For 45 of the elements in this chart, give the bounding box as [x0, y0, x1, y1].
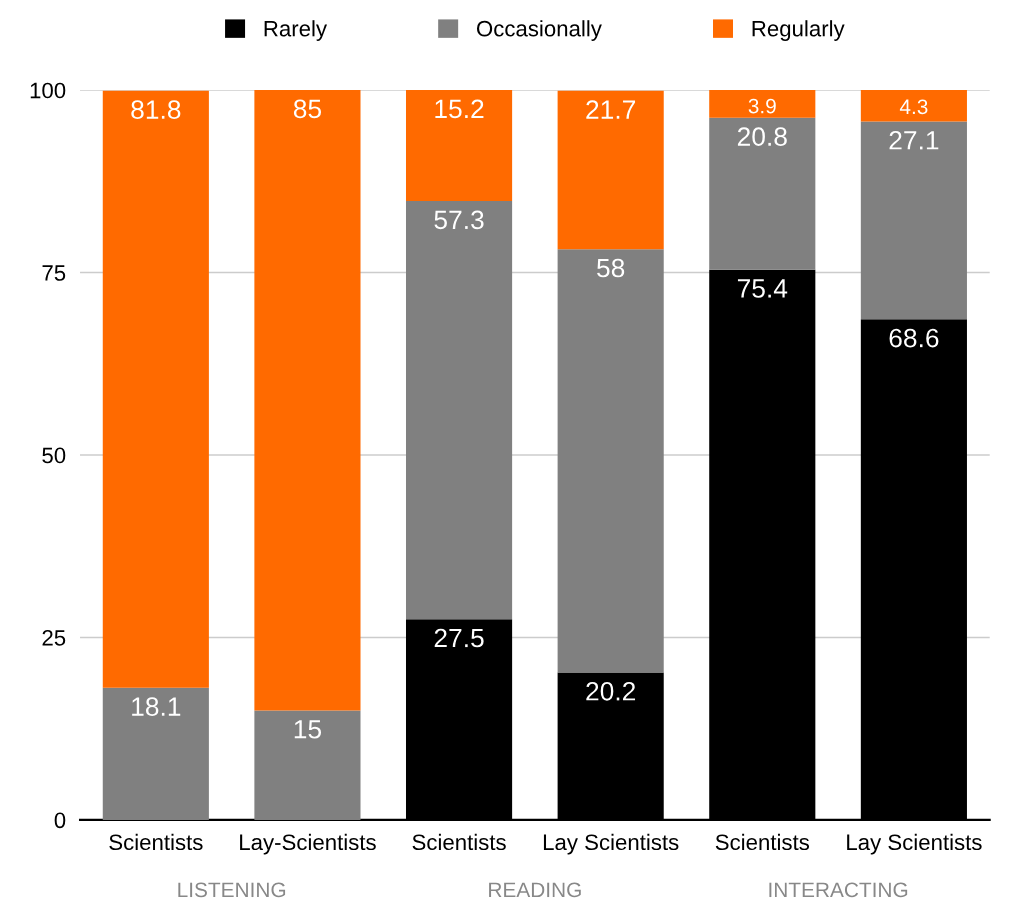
x-tick-label: Lay-Scientists: [240, 833, 376, 855]
y-tick-label: 75: [42, 265, 66, 281]
data-label: 3.9: [748, 98, 776, 114]
data-label: 27.5: [434, 628, 484, 648]
x-tick-label: Scientists: [715, 833, 810, 851]
data-label: 21.7: [586, 100, 636, 119]
data-label: 18.1: [132, 697, 181, 716]
text: READING: [489, 882, 581, 898]
x-tick-label: Lay Scientists: [847, 833, 982, 855]
data-label: 15: [294, 720, 322, 739]
data-label: 4.3: [899, 99, 928, 115]
bar: [860, 90, 967, 122]
bar: [405, 90, 513, 202]
bar: [709, 90, 816, 118]
bar: [254, 710, 361, 820]
data-label: 81.8: [131, 100, 181, 119]
bar: [557, 249, 664, 673]
y-tick-label: 0: [54, 812, 66, 829]
bar: [709, 117, 816, 270]
data-label: 57.3: [434, 210, 484, 230]
legend-label: Occasionally: [476, 20, 602, 41]
data-label: 20.8: [737, 127, 787, 146]
bar: [102, 687, 209, 820]
x-tick-label: Lay Scientists: [543, 833, 679, 855]
x-tick-label: Scientists: [412, 833, 506, 851]
bar: [102, 90, 209, 688]
legend-label: Regularly: [752, 20, 845, 41]
data-label: 68.6: [889, 328, 939, 348]
text: LISTENING: [178, 882, 286, 898]
data-label: 27.1: [889, 130, 939, 150]
bar: [860, 121, 967, 320]
data-label: 20.2: [586, 681, 636, 701]
bar: [557, 90, 664, 250]
data-label: 58: [597, 258, 625, 278]
x-tick-label: Scientists: [109, 833, 203, 851]
legend-label: Rarely: [264, 20, 328, 41]
y-tick-label: 100: [30, 82, 66, 99]
bar: [254, 90, 361, 711]
bar: [405, 201, 513, 620]
text: INTERACTING: [769, 882, 908, 898]
data-label: 15.2: [435, 99, 484, 119]
y-tick-label: 50: [42, 447, 66, 464]
data-label: 85: [293, 99, 322, 119]
data-label: 75.4: [737, 279, 788, 298]
y-tick-label: 25: [42, 629, 66, 646]
